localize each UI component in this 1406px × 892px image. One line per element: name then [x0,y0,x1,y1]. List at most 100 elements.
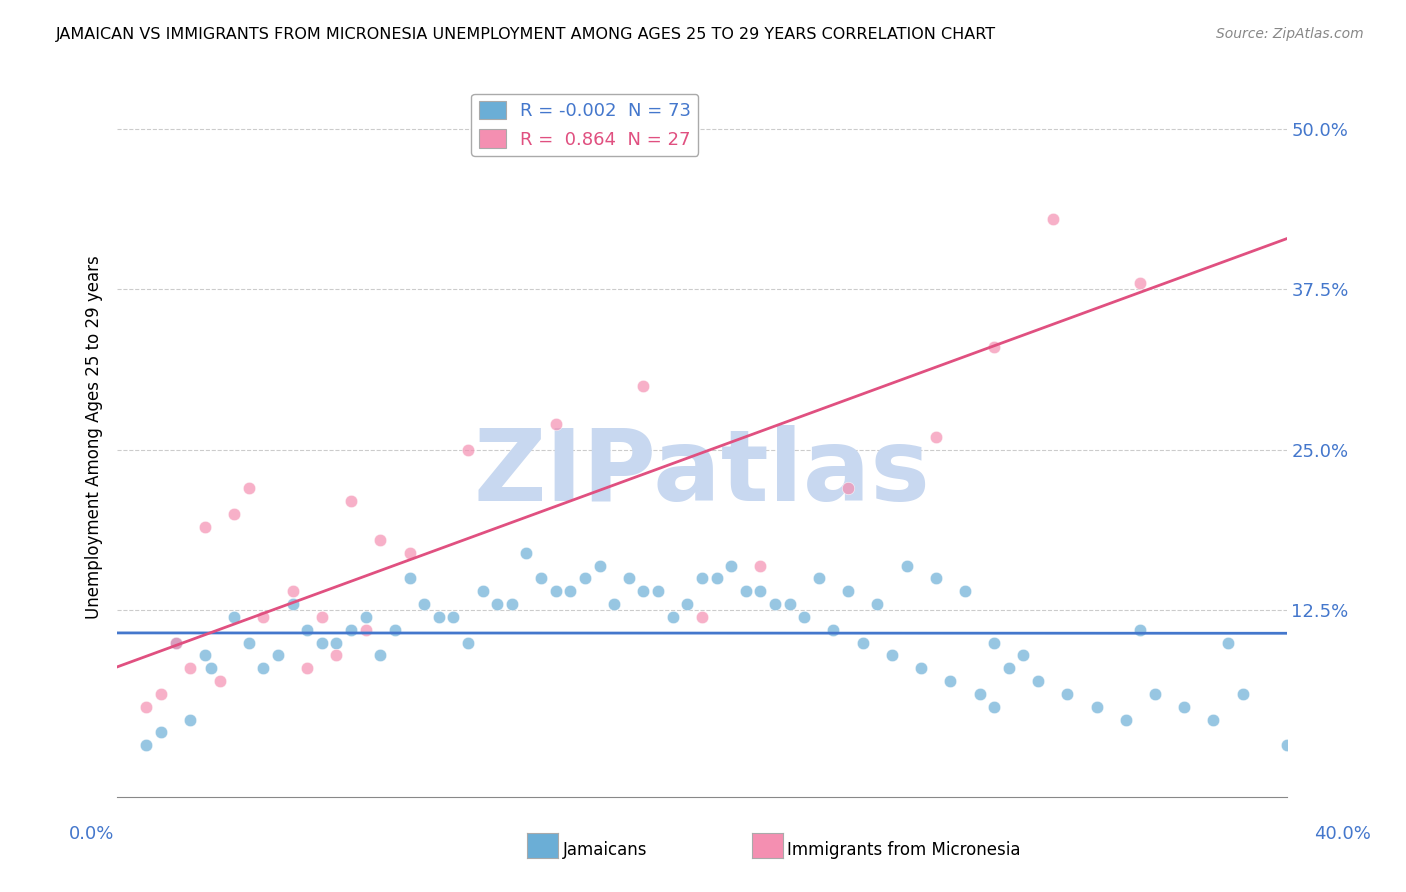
Text: Immigrants from Micronesia: Immigrants from Micronesia [787,841,1021,859]
Point [560,584,582,599]
Point [1115,713,1137,727]
Point [647,584,669,599]
Point [224,507,246,521]
Text: JAMAICAN VS IMMIGRANTS FROM MICRONESIA UNEMPLOYMENT AMONG AGES 25 TO 29 YEARS CO: JAMAICAN VS IMMIGRANTS FROM MICRONESIA U… [56,27,997,42]
Point [837,482,859,496]
Point [1232,687,1254,701]
Point [150,687,173,701]
Point [398,571,420,585]
Point [544,584,567,599]
Text: 40.0%: 40.0% [1315,825,1371,843]
Legend: R = -0.002  N = 73, R =  0.864  N = 27: R = -0.002 N = 73, R = 0.864 N = 27 [471,94,699,156]
Point [368,648,391,663]
Point [925,571,948,585]
Point [340,623,363,637]
Point [150,725,173,739]
Point [427,610,450,624]
Point [325,648,347,663]
Point [179,661,201,675]
Point [1216,635,1239,649]
Point [880,648,903,663]
Point [1202,713,1225,727]
Point [734,584,756,599]
Point [852,635,875,649]
Point [340,494,363,508]
Point [1085,699,1108,714]
Point [983,635,1005,649]
Point [779,597,801,611]
Point [633,378,655,392]
Point [384,623,406,637]
Point [925,430,948,444]
Point [896,558,918,573]
Point [998,661,1021,675]
Point [749,584,772,599]
Point [252,661,274,675]
Point [588,558,610,573]
Point [515,546,537,560]
Point [823,623,845,637]
Point [398,546,420,560]
Point [354,610,377,624]
Point [530,571,553,585]
Point [457,442,479,457]
Point [969,687,991,701]
Point [281,584,304,599]
Point [661,610,683,624]
Point [208,674,231,689]
Point [633,584,655,599]
Point [471,584,494,599]
Point [368,533,391,547]
Point [311,610,333,624]
Point [837,584,859,599]
Point [983,699,1005,714]
Point [486,597,509,611]
Point [676,597,699,611]
Point [135,699,157,714]
Point [311,635,333,649]
Point [983,340,1005,354]
Text: Jamaicans: Jamaicans [562,841,647,859]
Point [1129,276,1152,290]
Point [1042,211,1064,226]
Point [354,623,377,637]
Point [763,597,786,611]
Point [297,623,319,637]
Text: 0.0%: 0.0% [69,825,114,843]
Point [1129,623,1152,637]
Point [1143,687,1166,701]
Point [135,739,157,753]
Point [1056,687,1078,701]
Point [953,584,976,599]
Y-axis label: Unemployment Among Ages 25 to 29 years: Unemployment Among Ages 25 to 29 years [86,255,103,619]
Point [200,661,222,675]
Point [224,610,246,624]
Point [179,713,201,727]
Point [165,635,187,649]
Point [441,610,464,624]
Point [238,482,260,496]
Text: ZIPatlas: ZIPatlas [474,425,931,522]
Point [238,635,260,649]
Point [749,558,772,573]
Text: Source: ZipAtlas.com: Source: ZipAtlas.com [1216,27,1364,41]
Point [544,417,567,432]
Point [1275,739,1298,753]
Point [165,635,187,649]
Point [413,597,436,611]
Point [267,648,290,663]
Point [866,597,889,611]
Point [690,571,713,585]
Point [706,571,728,585]
Point [1012,648,1035,663]
Point [194,648,217,663]
Point [574,571,596,585]
Point [252,610,274,624]
Point [194,520,217,534]
Point [603,597,626,611]
Point [297,661,319,675]
Point [501,597,523,611]
Point [793,610,815,624]
Point [1026,674,1049,689]
Point [325,635,347,649]
